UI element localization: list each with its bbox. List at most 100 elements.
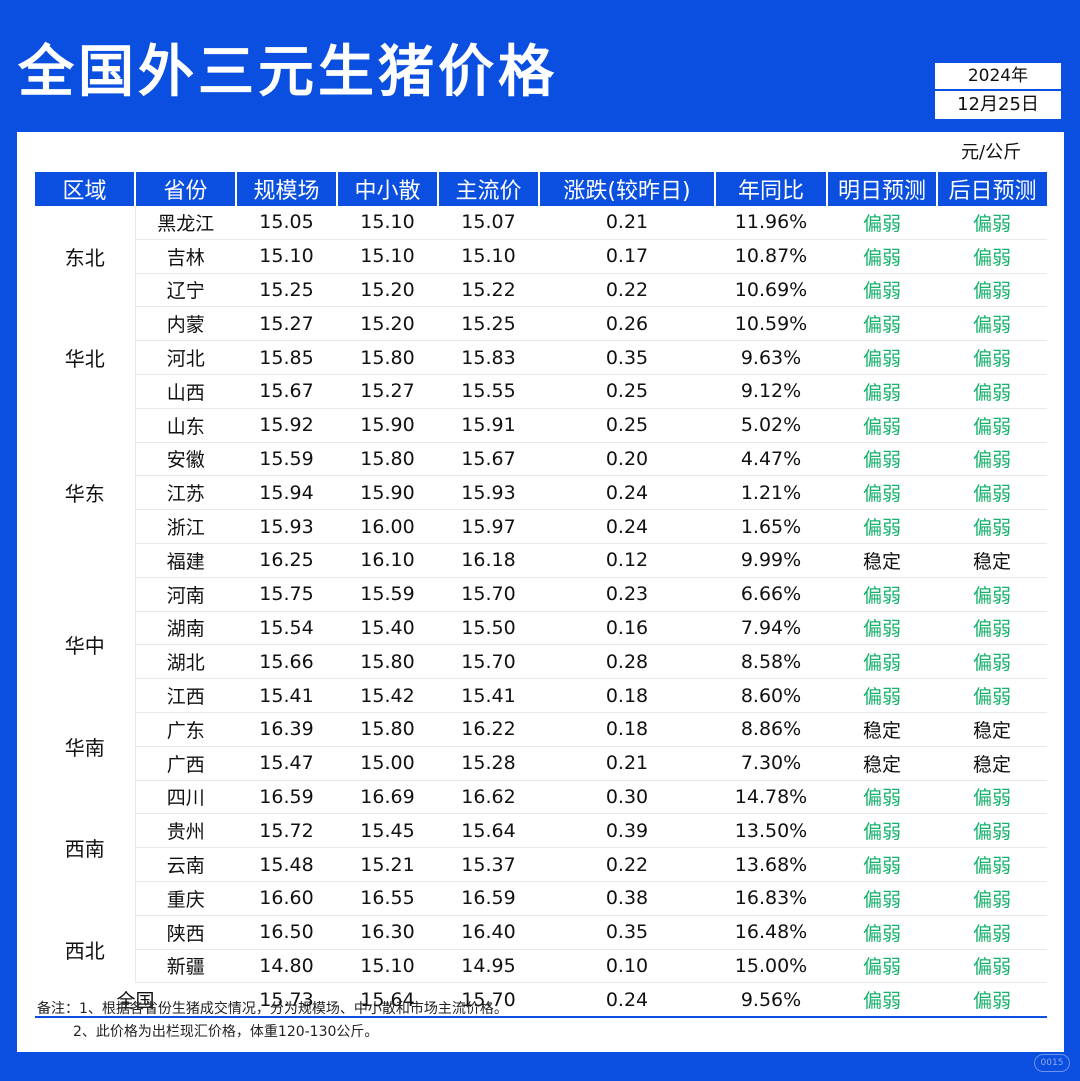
header-cell: 后日预测 — [936, 172, 1047, 206]
header-row: 区域 省份 规模场 中小散 主流价 涨跌(较昨日) 年同比 明日预测 后日预测 — [35, 172, 1047, 206]
cell-change: 0.21 — [539, 746, 715, 781]
table-row: 湖北 15.66 15.80 15.70 0.28 8.58% 偏弱 偏弱 — [35, 644, 1047, 680]
cell-large: 15.94 — [236, 475, 337, 511]
table-row: 西北 陕西 16.50 16.30 16.40 0.35 16.48% 偏弱 偏弱 — [35, 915, 1047, 983]
cell-dayafter: 偏弱 — [937, 915, 1047, 950]
cell-tomorrow: 偏弱 — [827, 475, 937, 511]
cell-yoy: 15.00% — [715, 949, 827, 984]
cell-dayafter: 偏弱 — [937, 577, 1047, 612]
cell-main: 15.91 — [438, 408, 539, 443]
cell-dayafter: 偏弱 — [937, 442, 1047, 477]
cell-tomorrow: 偏弱 — [827, 239, 937, 274]
cell-province: 山西 — [135, 374, 236, 409]
cell-dayafter: 偏弱 — [937, 678, 1047, 713]
cell-small: 15.90 — [337, 475, 438, 511]
cell-main: 15.25 — [438, 306, 539, 342]
cell-province: 广西 — [135, 746, 236, 781]
cell-tomorrow: 稳定 — [827, 712, 937, 747]
unit-label: 元/公斤 — [961, 142, 1022, 163]
cell-dayafter: 稳定 — [937, 543, 1047, 578]
cell-yoy: 1.65% — [715, 509, 827, 544]
cell-province: 福建 — [135, 543, 236, 578]
cell-yoy: 16.83% — [715, 881, 827, 916]
cell-large: 15.05 — [236, 206, 337, 240]
cell-change: 0.25 — [539, 374, 715, 409]
cell-dayafter: 偏弱 — [937, 273, 1047, 308]
cell-yoy: 4.47% — [715, 442, 827, 477]
cell-dayafter: 偏弱 — [937, 206, 1047, 240]
cell-tomorrow: 偏弱 — [827, 442, 937, 477]
cell-province: 内蒙 — [135, 306, 236, 342]
cell-main: 15.67 — [438, 442, 539, 477]
cell-main: 15.10 — [438, 239, 539, 274]
date-box: 2024年 12月25日 — [934, 62, 1062, 120]
table-row: 吉林 15.10 15.10 15.10 0.17 10.87% 偏弱 偏弱 — [35, 239, 1047, 274]
cell-large: 15.59 — [236, 442, 337, 477]
cell-dayafter: 偏弱 — [937, 813, 1047, 849]
cell-large: 14.80 — [236, 949, 337, 984]
cell-change: 0.30 — [539, 780, 715, 815]
cell-small: 15.42 — [337, 678, 438, 713]
header-cell: 规模场 — [235, 172, 337, 206]
cell-yoy: 10.59% — [715, 306, 827, 342]
cell-yoy: 16.48% — [715, 915, 827, 950]
cell-small: 16.30 — [337, 915, 438, 950]
table-row: 华东 山东 15.92 15.90 15.91 0.25 5.02% 偏弱 偏弱 — [35, 408, 1047, 578]
cell-yoy: 10.69% — [715, 273, 827, 308]
cell-province: 陕西 — [135, 915, 236, 950]
cell-yoy: 9.63% — [715, 340, 827, 375]
cell-small: 15.90 — [337, 408, 438, 443]
cell-tomorrow: 偏弱 — [827, 780, 937, 815]
table-row: 重庆 16.60 16.55 16.59 0.38 16.83% 偏弱 偏弱 — [35, 881, 1047, 916]
cell-change: 0.10 — [539, 949, 715, 984]
cell-main: 15.93 — [438, 475, 539, 511]
cell-yoy: 7.94% — [715, 611, 827, 646]
cell-dayafter: 偏弱 — [937, 340, 1047, 375]
cell-small: 15.20 — [337, 273, 438, 308]
cell-large: 15.93 — [236, 509, 337, 544]
cell-tomorrow: 偏弱 — [827, 813, 937, 849]
region-cell: 华东 — [35, 408, 136, 578]
cell-dayafter: 偏弱 — [937, 306, 1047, 342]
note-2: 2、此价格为出栏现汇价格，体重120-130公斤。 — [73, 1024, 379, 1040]
cell-large: 15.67 — [236, 374, 337, 409]
cell-yoy: 8.86% — [715, 712, 827, 747]
table-row: 江西 15.41 15.42 15.41 0.18 8.60% 偏弱 偏弱 — [35, 678, 1047, 713]
cell-main: 15.55 — [438, 374, 539, 409]
cell-yoy: 7.30% — [715, 746, 827, 781]
cell-province: 河北 — [135, 340, 236, 375]
header-cell: 主流价 — [437, 172, 539, 206]
cell-dayafter: 偏弱 — [937, 881, 1047, 916]
cell-change: 0.28 — [539, 644, 715, 680]
cell-main: 15.41 — [438, 678, 539, 713]
region-cell: 华南 — [35, 712, 136, 781]
cell-change: 0.23 — [539, 577, 715, 612]
cell-dayafter: 偏弱 — [937, 644, 1047, 680]
cell-dayafter: 偏弱 — [937, 847, 1047, 882]
cell-province: 重庆 — [135, 881, 236, 916]
cell-yoy: 11.96% — [715, 206, 827, 240]
cell-main: 16.62 — [438, 780, 539, 815]
cell-main: 16.22 — [438, 712, 539, 747]
cell-dayafter: 偏弱 — [937, 239, 1047, 274]
cell-yoy: 8.60% — [715, 678, 827, 713]
cell-dayafter: 偏弱 — [937, 475, 1047, 511]
cell-dayafter: 偏弱 — [937, 509, 1047, 544]
table-row: 西南 四川 16.59 16.69 16.62 0.30 14.78% 偏弱 偏弱 — [35, 780, 1047, 916]
cell-dayafter: 偏弱 — [937, 611, 1047, 646]
cell-province: 安徽 — [135, 442, 236, 477]
cell-main: 16.59 — [438, 881, 539, 916]
cell-tomorrow: 稳定 — [827, 543, 937, 578]
cell-province: 浙江 — [135, 509, 236, 544]
cell-dayafter: 稳定 — [937, 712, 1047, 747]
table-row: 云南 15.48 15.21 15.37 0.22 13.68% 偏弱 偏弱 — [35, 847, 1047, 882]
page-title: 全国外三元生猪价格 — [18, 40, 558, 105]
cell-province: 广东 — [135, 712, 236, 747]
table-row: 广西 15.47 15.00 15.28 0.21 7.30% 稳定 稳定 — [35, 746, 1047, 781]
cell-change: 0.22 — [539, 273, 715, 308]
cell-small: 15.20 — [337, 306, 438, 342]
notes: 备注：1、根据各省份生猪成交情况，分为规模场、中小散和市场主流价格。 2、此价格… — [37, 998, 508, 1044]
cell-province: 湖南 — [135, 611, 236, 646]
cell-small: 15.80 — [337, 644, 438, 680]
table-row: 华北 内蒙 15.27 15.20 15.25 0.26 10.59% 偏弱 偏弱 — [35, 306, 1047, 409]
